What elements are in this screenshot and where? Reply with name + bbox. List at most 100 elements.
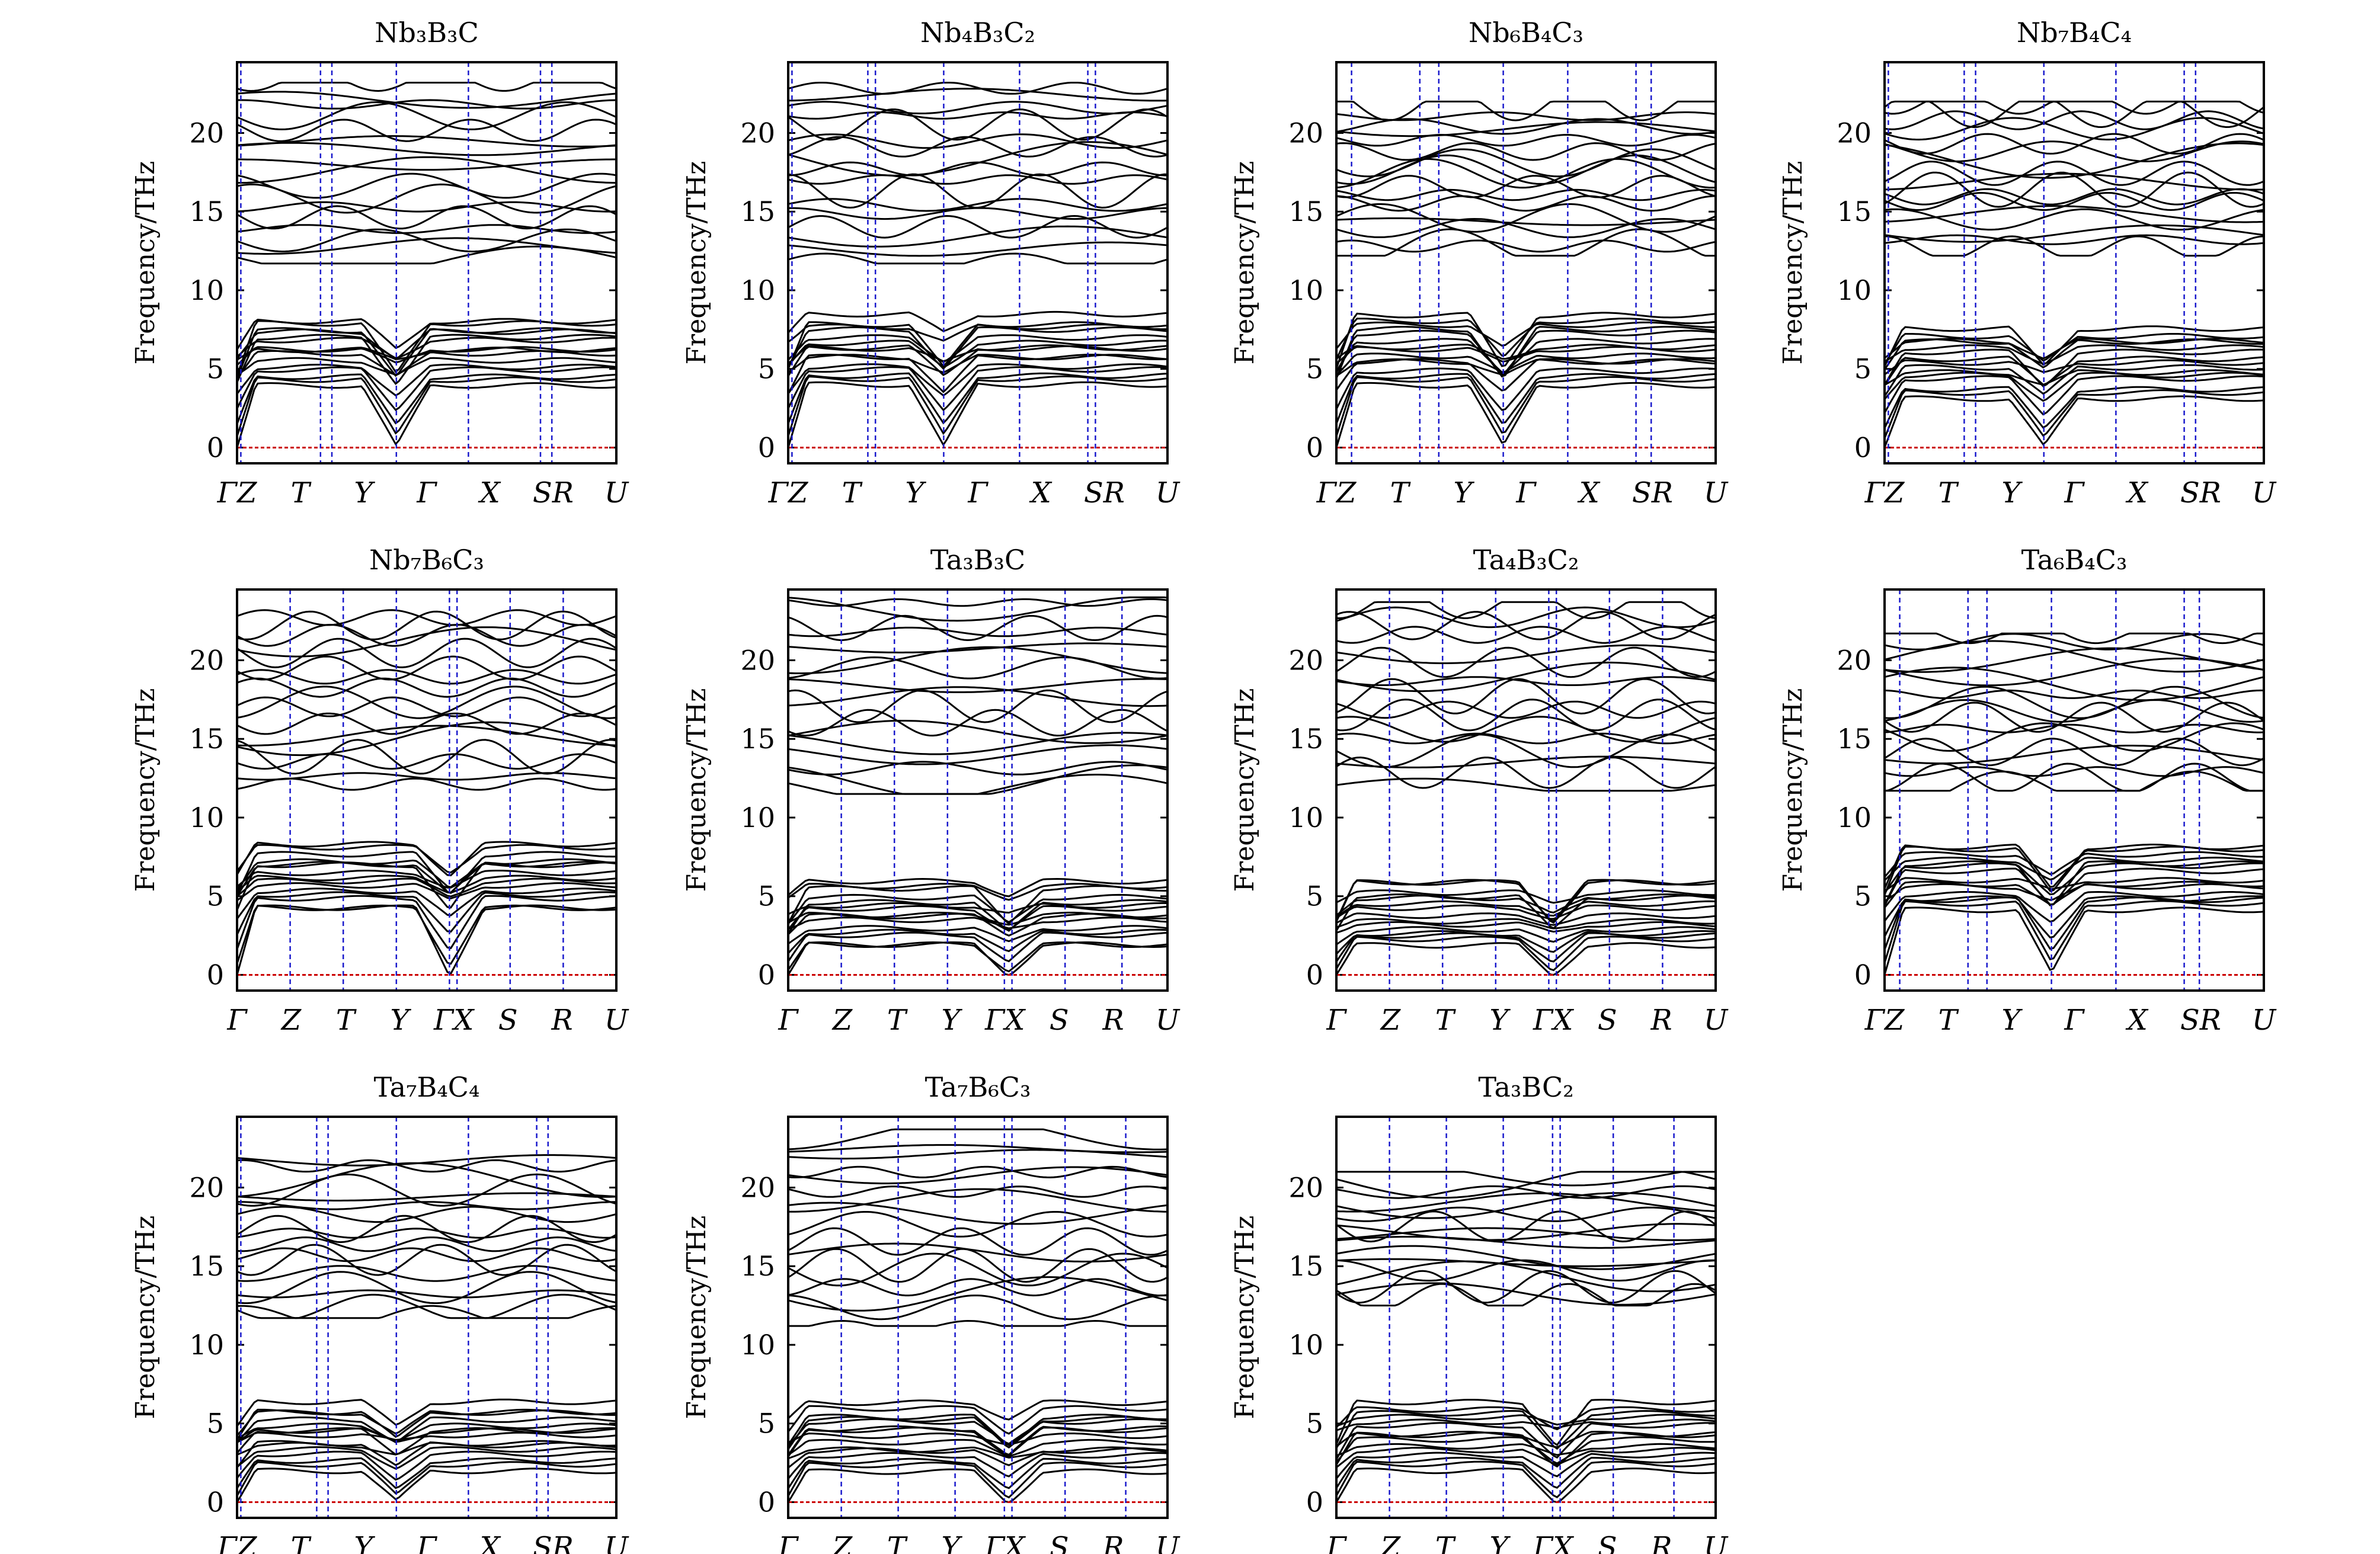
- optical-branch: [788, 133, 1167, 149]
- optical-branch: [1885, 205, 2264, 223]
- acoustic-branch: [237, 895, 616, 950]
- optical-branch: [1336, 100, 1716, 121]
- optical-branch: [237, 245, 616, 265]
- acoustic-branch: [788, 941, 1167, 973]
- plot-frame: [236, 1116, 618, 1519]
- x-tick-label: X: [2125, 1004, 2149, 1037]
- optical-branch: [237, 1236, 616, 1252]
- acoustic-branch: [788, 372, 1167, 425]
- optical-branch: [788, 1128, 1167, 1151]
- acoustic-branch: [237, 318, 616, 350]
- x-tick-label: T: [1938, 476, 1959, 510]
- acoustic-branch: [237, 363, 616, 397]
- acoustic-branch: [237, 382, 616, 448]
- y-tick-label: 20: [740, 117, 775, 149]
- acoustic-branch: [788, 366, 1167, 412]
- x-tick-label: Γ: [2064, 1004, 2085, 1037]
- optical-branch: [237, 1265, 616, 1282]
- optical-branch: [237, 1215, 616, 1244]
- x-tick-label: Γ: [967, 476, 989, 510]
- acoustic-branch: [1336, 1418, 1716, 1431]
- optical-branch: [1885, 647, 2264, 673]
- plot-frame: [1883, 61, 2265, 464]
- acoustic-branch: [1885, 375, 2264, 416]
- optical-branch: [1336, 601, 1716, 620]
- optical-branch: [237, 201, 616, 213]
- y-tick-label: 10: [740, 274, 775, 306]
- optical-branch: [788, 642, 1167, 653]
- optical-branch: [1336, 611, 1716, 640]
- phonon-bands: [1885, 100, 2264, 448]
- optical-branch: [788, 1295, 1167, 1321]
- y-tick-label: 0: [758, 1486, 775, 1518]
- acoustic-branch: [788, 925, 1167, 945]
- y-tick-label: 15: [1288, 196, 1323, 228]
- optical-branch: [1336, 121, 1716, 137]
- y-tick-label: 15: [740, 723, 775, 755]
- optical-branch: [1885, 234, 2264, 245]
- y-axis-label: Frequency/THz: [682, 1216, 712, 1420]
- x-tick-label: S: [1050, 1531, 1069, 1554]
- band-panel-11: Ta₃BC₂ Frequency/THz 0 5 10 15 20 Γ Z T Y ΓX S R U: [1230, 1071, 1729, 1554]
- x-tick-label: SR: [533, 1531, 574, 1554]
- optical-branch: [788, 207, 1167, 220]
- optical-branch: [1885, 133, 2264, 155]
- acoustic-branch: [788, 877, 1167, 898]
- optical-branch: [1885, 208, 2264, 231]
- acoustic-branch: [237, 851, 616, 895]
- acoustic-branch: [237, 904, 616, 965]
- acoustic-branch: [788, 902, 1167, 915]
- optical-branch: [1885, 172, 2264, 191]
- optical-branch: [1885, 224, 2264, 243]
- y-tick-label: 20: [1288, 117, 1323, 149]
- acoustic-branch: [788, 310, 1167, 334]
- optical-branch: [1336, 158, 1716, 189]
- acoustic-branch: [1885, 364, 2264, 397]
- y-tick-label: 10: [189, 802, 224, 834]
- optical-branch: [788, 174, 1167, 185]
- x-tick-label: S: [1598, 1531, 1617, 1554]
- x-tick-label: R: [1650, 1004, 1672, 1037]
- plot-frame: [787, 61, 1169, 464]
- acoustic-branch: [237, 366, 616, 411]
- optical-branch: [1885, 191, 2264, 212]
- y-axis-label: Frequency/THz: [682, 161, 712, 365]
- optical-branch: [1336, 777, 1716, 792]
- acoustic-branch: [1336, 358, 1716, 377]
- optical-branch: [788, 761, 1167, 776]
- acoustic-branch: [1336, 918, 1716, 930]
- y-tick-label: 5: [1306, 880, 1323, 912]
- plot-frame: [236, 61, 618, 464]
- y-tick-label: 15: [1288, 723, 1323, 755]
- y-tick-label: 0: [1854, 959, 1872, 991]
- x-tick-label: Y: [1489, 1004, 1511, 1037]
- acoustic-branch: [1336, 1422, 1716, 1460]
- optical-branch: [788, 1188, 1167, 1213]
- optical-branch: [1336, 239, 1716, 253]
- y-tick-label: 15: [189, 196, 224, 228]
- panel-title: Nb₃B₃C: [375, 17, 479, 49]
- x-tick-label: S: [1598, 1004, 1617, 1037]
- optical-branch: [237, 118, 616, 142]
- acoustic-branch: [237, 841, 616, 877]
- x-tick-label: Γ: [1326, 1004, 1347, 1037]
- acoustic-branch: [788, 1452, 1167, 1479]
- optical-branch: [237, 623, 616, 647]
- band-panel-9: Ta₇B₄C₄ Frequency/THz 0 5 10 15 20 ΓZ T Y Γ X SR U: [130, 1071, 629, 1554]
- y-tick-label: 10: [189, 1329, 224, 1361]
- optical-branch: [788, 774, 1167, 795]
- acoustic-branch: [237, 1398, 616, 1427]
- panel-title: Ta₇B₄C₄: [374, 1071, 480, 1103]
- optical-branch: [237, 685, 616, 719]
- acoustic-branch: [1336, 376, 1716, 437]
- acoustic-branch: [1885, 844, 2264, 889]
- acoustic-branch: [788, 1425, 1167, 1457]
- x-tick-label: U: [1704, 1531, 1729, 1554]
- optical-branch: [788, 709, 1167, 737]
- y-tick-label: 20: [1288, 644, 1323, 676]
- optical-branch: [1885, 689, 2264, 699]
- band-panel-3: Nb₆B₄C₃ Frequency/THz 0 5 10 15 20 ΓZ T Y Γ X SR U: [1230, 17, 1729, 510]
- y-axis-label: Frequency/THz: [130, 688, 161, 892]
- optical-branch: [237, 1289, 616, 1299]
- x-tick-label: T: [291, 1531, 312, 1554]
